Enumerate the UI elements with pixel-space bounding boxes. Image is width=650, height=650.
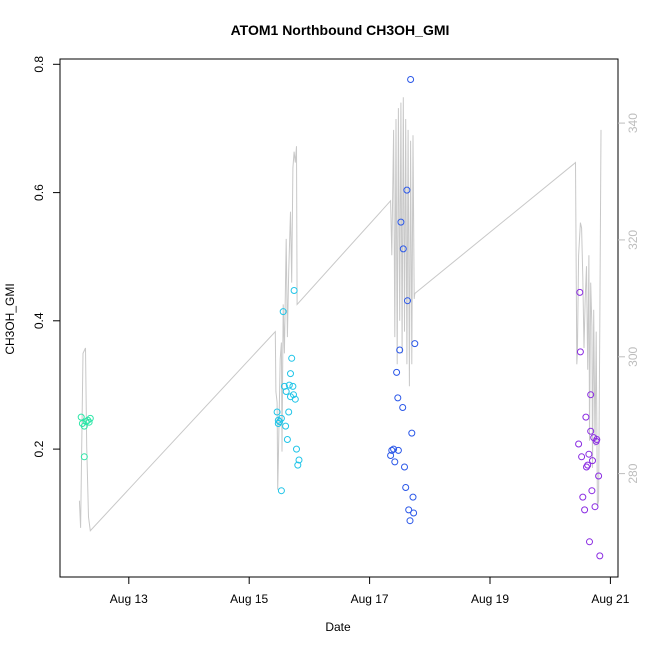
data-point bbox=[588, 487, 596, 495]
data-point bbox=[86, 414, 94, 422]
y-axis-left: 0.2 0.4 0.6 0.8 bbox=[32, 56, 60, 457]
x-axis: Aug 13 Aug 15 Aug 17 Aug 19 Aug 21 bbox=[110, 577, 630, 606]
data-point bbox=[393, 368, 401, 376]
data-point bbox=[390, 445, 398, 453]
x-tick-label: Aug 13 bbox=[110, 592, 148, 606]
data-point bbox=[77, 413, 85, 421]
y2-tick-label: 280 bbox=[626, 463, 640, 483]
y-tick-label: 0.2 bbox=[32, 440, 46, 457]
data-point bbox=[285, 381, 293, 389]
y-axis-label: CH3OH_GMI bbox=[3, 283, 17, 354]
data-point bbox=[409, 493, 417, 501]
data-point bbox=[282, 422, 290, 430]
x-tick-label: Aug 15 bbox=[230, 592, 268, 606]
data-point bbox=[408, 429, 416, 437]
data-point bbox=[587, 427, 595, 435]
data-point bbox=[277, 414, 285, 422]
data-point bbox=[584, 461, 592, 469]
altitude-line-path bbox=[78, 97, 602, 532]
data-point bbox=[404, 297, 411, 305]
data-point bbox=[397, 218, 405, 226]
data-point bbox=[582, 413, 590, 421]
x-tick-label: Aug 19 bbox=[471, 592, 509, 606]
data-point bbox=[283, 436, 291, 443]
data-point bbox=[586, 538, 593, 546]
data-point bbox=[585, 450, 593, 458]
data-point bbox=[576, 348, 584, 356]
data-point bbox=[583, 463, 590, 471]
data-point bbox=[294, 461, 302, 469]
data-point bbox=[596, 552, 604, 560]
data-point bbox=[581, 506, 589, 514]
data-point bbox=[399, 404, 407, 411]
data-point bbox=[576, 288, 584, 296]
data-point bbox=[288, 354, 296, 362]
data-point bbox=[80, 422, 88, 430]
data-point bbox=[279, 308, 287, 316]
data-point bbox=[403, 186, 411, 194]
x-tick-label: Aug 17 bbox=[351, 592, 389, 606]
data-point bbox=[402, 484, 410, 491]
data-point bbox=[411, 340, 419, 348]
data-point bbox=[273, 408, 281, 416]
data-point bbox=[277, 487, 285, 495]
data-point bbox=[589, 457, 596, 465]
data-point bbox=[394, 446, 402, 454]
data-point bbox=[405, 506, 413, 514]
data-point bbox=[595, 472, 603, 480]
data-point bbox=[295, 456, 303, 464]
data-point bbox=[593, 436, 601, 443]
y2-tick-label: 300 bbox=[626, 346, 640, 366]
y-axis-right: 280 300 320 340 bbox=[618, 113, 640, 484]
data-point bbox=[578, 453, 586, 461]
data-point bbox=[287, 370, 294, 378]
data-point bbox=[388, 446, 396, 454]
altitude-line bbox=[78, 97, 602, 532]
data-point bbox=[575, 440, 583, 448]
data-point bbox=[282, 388, 290, 395]
data-point bbox=[291, 395, 299, 403]
data-point bbox=[387, 452, 395, 459]
data-point bbox=[274, 420, 282, 427]
data-point bbox=[290, 391, 297, 399]
data-point bbox=[80, 453, 88, 461]
data-point bbox=[591, 503, 599, 511]
y-tick-label: 0.4 bbox=[32, 312, 46, 329]
data-point bbox=[399, 245, 407, 253]
data-point bbox=[285, 408, 293, 416]
data-point bbox=[394, 394, 402, 402]
data-point bbox=[406, 517, 414, 525]
plot-frame bbox=[59, 58, 619, 578]
data-point bbox=[293, 445, 300, 453]
data-point bbox=[290, 287, 298, 294]
y2-tick-label: 320 bbox=[626, 230, 640, 250]
data-point bbox=[85, 418, 93, 426]
data-point bbox=[396, 346, 404, 354]
data-point bbox=[407, 76, 415, 83]
chart-title: ATOM1 Northbound CH3OH_GMI bbox=[231, 22, 450, 38]
y-tick-label: 0.6 bbox=[32, 184, 46, 201]
data-points bbox=[77, 76, 604, 560]
x-tick-label: Aug 21 bbox=[591, 592, 629, 606]
data-point bbox=[587, 391, 595, 399]
x-axis-label: Date bbox=[325, 620, 351, 634]
data-point bbox=[579, 493, 587, 501]
data-point bbox=[391, 458, 399, 466]
data-point bbox=[289, 382, 297, 390]
y2-tick-label: 340 bbox=[626, 113, 640, 133]
data-point bbox=[401, 463, 408, 471]
data-point bbox=[410, 509, 418, 517]
y-tick-label: 0.8 bbox=[32, 56, 46, 73]
